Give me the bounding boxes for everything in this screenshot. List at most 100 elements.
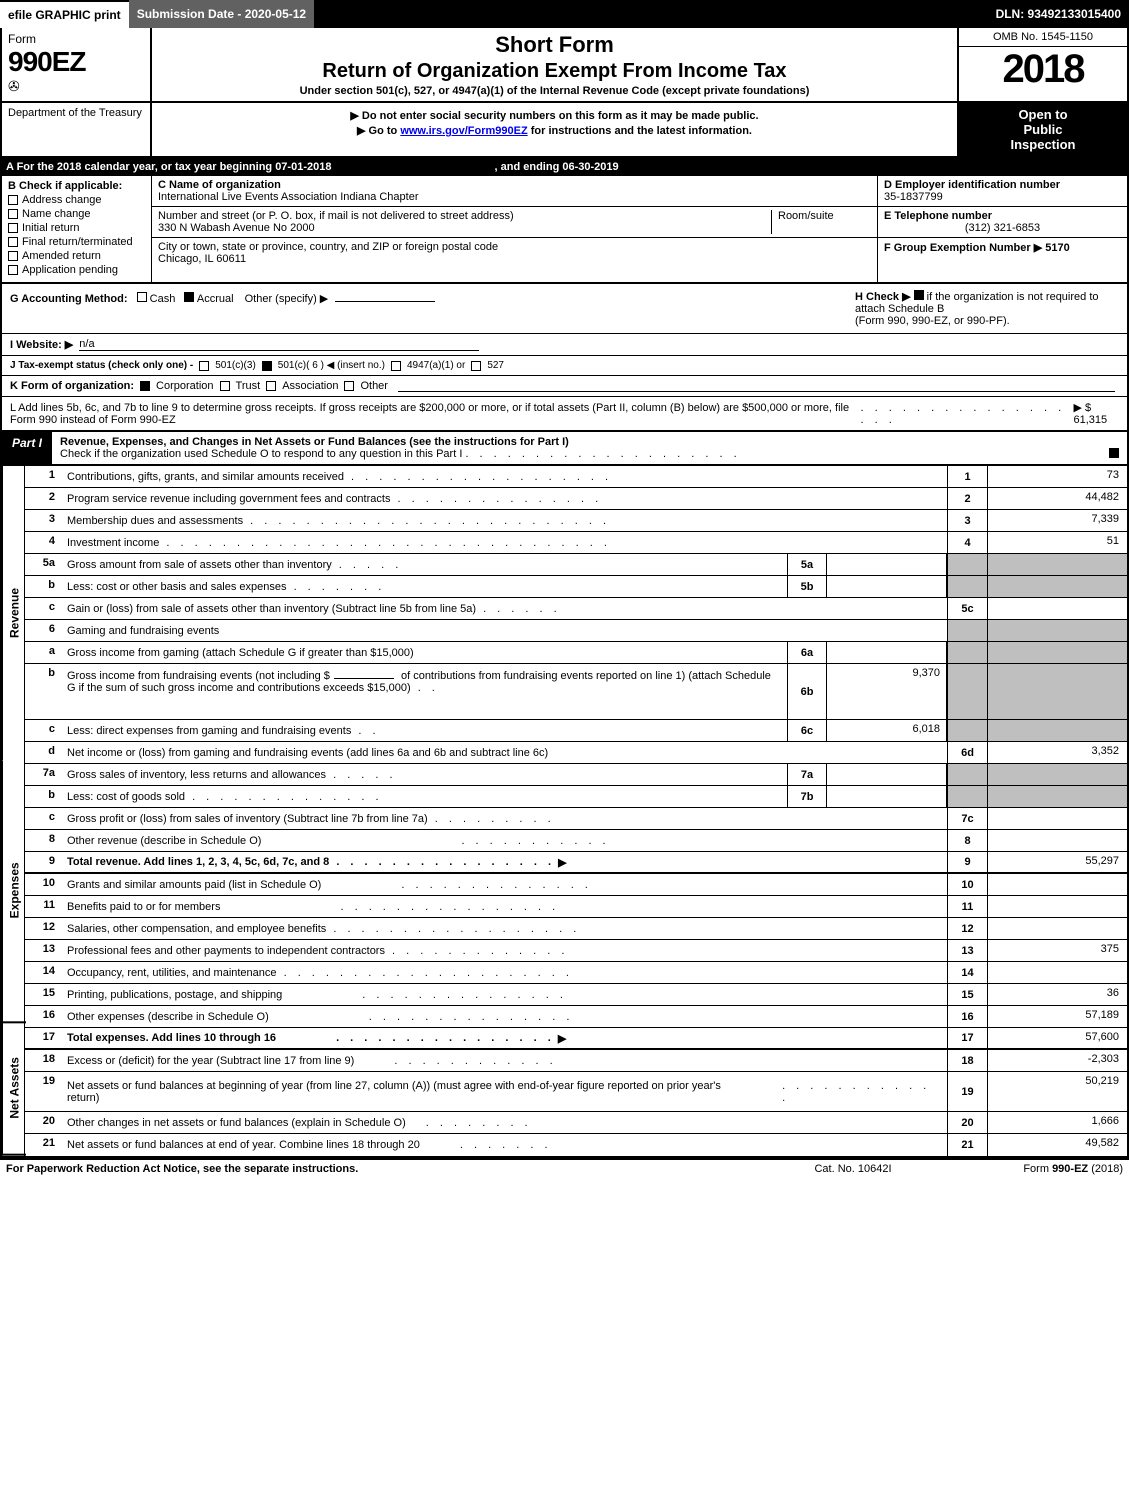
form-header: Form 990EZ ✇ Short Form Return of Organi… [0,28,1129,103]
chk-h[interactable] [914,290,924,300]
form-word: Form [8,32,144,46]
j-o4: 527 [487,360,504,371]
other-specify-line[interactable] [335,290,435,302]
g-label: G Accounting Method: [10,293,128,305]
h-label: H Check ▶ [855,291,911,303]
city-label: City or town, state or province, country… [158,241,871,253]
col-no-shaded [947,576,987,597]
col-val-shaded [987,786,1127,807]
col-val [987,918,1127,939]
col-val: 57,600 [987,1028,1127,1048]
chk-label: Application pending [22,264,118,276]
inner-val [827,554,947,575]
period-end: , and ending 06-30-2019 [495,161,619,173]
line-5c: c Gain or (loss) from sale of assets oth… [25,598,1127,620]
chk-final-return[interactable]: Final return/terminated [8,236,145,248]
chk-accrual[interactable] [184,292,194,302]
h-check: H Check ▶ if the organization is not req… [847,284,1127,333]
street-label: Number and street (or P. O. box, if mail… [158,210,771,222]
header-left: Form 990EZ ✇ [2,28,152,101]
e-phone: E Telephone number (312) 321-6853 [878,207,1127,238]
d-label: D Employer identification number [884,179,1121,191]
col-val [987,874,1127,895]
footer-catno: Cat. No. 10642I [753,1163,953,1175]
efile-label[interactable]: efile GRAPHIC print [0,0,129,28]
line-6: 6 Gaming and fundraising events [25,620,1127,642]
col-val: 51 [987,532,1127,553]
box-c: C Name of organization International Liv… [152,176,877,282]
chk-application-pending[interactable]: Application pending [8,264,145,276]
chk-501c3[interactable] [199,361,209,371]
line-21: 21 Net assets or fund balances at end of… [25,1134,1127,1156]
chk-initial-return[interactable]: Initial return [8,222,145,234]
phone-value: (312) 321-6853 [884,222,1121,234]
irs-link[interactable]: www.irs.gov/Form990EZ [400,125,527,137]
chk-527[interactable] [471,361,481,371]
blank-amount[interactable] [334,667,394,679]
chk-4947[interactable] [391,361,401,371]
line-desc: Less: direct expenses from gaming and fu… [61,720,787,741]
line-desc: Gross profit or (loss) from sales of inv… [61,808,947,829]
line-no: 20 [25,1112,61,1133]
line-11: 11 Benefits paid to or for members. . . … [25,896,1127,918]
line-no: b [25,664,61,719]
part1-title: Revenue, Expenses, and Changes in Net As… [52,432,1127,464]
other-org-line[interactable] [398,380,1115,392]
chk-other-org[interactable] [344,381,354,391]
period-row: A For the 2018 calendar year, or tax yea… [0,158,1129,176]
chk-name-change[interactable]: Name change [8,208,145,220]
header-row2: Department of the Treasury ▶ Do not ente… [0,103,1129,158]
col-val-shaded [987,554,1127,575]
j-o2: 501(c)( 6 ) ◀ (insert no.) [278,360,385,371]
col-no: 10 [947,874,987,895]
line-no: 16 [25,1006,61,1027]
org-name: International Live Events Association In… [158,191,871,203]
accrual-label: Accrual [197,293,234,305]
col-no-shaded [947,720,987,741]
chk-cash[interactable] [137,292,147,302]
chk-assoc[interactable] [266,381,276,391]
chk-501c[interactable] [262,361,272,371]
line-no: c [25,720,61,741]
line-7c: c Gross profit or (loss) from sales of i… [25,808,1127,830]
col-val-shaded [987,620,1127,641]
form-number: 990EZ [8,46,144,78]
col-val: 55,297 [987,852,1127,872]
chk-corp[interactable] [140,381,150,391]
line-no: 6 [25,620,61,641]
street-row: Number and street (or P. O. box, if mail… [152,207,877,238]
col-no: 4 [947,532,987,553]
chk-schedule-o[interactable] [1109,448,1119,458]
tax-year: 2018 [959,47,1127,92]
col-val: 49,582 [987,1134,1127,1156]
line-5a: 5a Gross amount from sale of assets othe… [25,554,1127,576]
chk-amended-return[interactable]: Amended return [8,250,145,262]
line-no: 5a [25,554,61,575]
h-text2: (Form 990, 990-EZ, or 990-PF). [855,315,1010,327]
inner-box: 6b [787,664,827,719]
col-no: 19 [947,1072,987,1111]
line-desc: Gross income from fundraising events (no… [61,664,787,719]
k-o2: Trust [236,380,261,392]
line-desc: Net assets or fund balances at end of ye… [61,1134,947,1156]
col-no: 6d [947,742,987,763]
side-revenue: Revenue [2,466,26,760]
inner-val [827,786,947,807]
line-desc: Grants and similar amounts paid (list in… [61,874,947,895]
chk-trust[interactable] [220,381,230,391]
line-desc: Less: cost of goods sold . . . . . . . .… [61,786,787,807]
line-3: 3 Membership dues and assessments . . . … [25,510,1127,532]
chk-address-change[interactable]: Address change [8,194,145,206]
footer-left: For Paperwork Reduction Act Notice, see … [6,1163,753,1175]
insp-1: Open to [963,107,1123,122]
irs-icon: ✇ [8,78,144,95]
col-no: 1 [947,466,987,487]
line-14: 14 Occupancy, rent, utilities, and maint… [25,962,1127,984]
l-gross-receipts: L Add lines 5b, 6c, and 7b to line 9 to … [0,397,1129,432]
col-no: 7c [947,808,987,829]
line-desc: Salaries, other compensation, and employ… [61,918,947,939]
line-desc: Excess or (deficit) for the year (Subtra… [61,1050,947,1071]
line-desc: Printing, publications, postage, and shi… [61,984,947,1005]
col-no: 11 [947,896,987,917]
inner-box: 6a [787,642,827,663]
